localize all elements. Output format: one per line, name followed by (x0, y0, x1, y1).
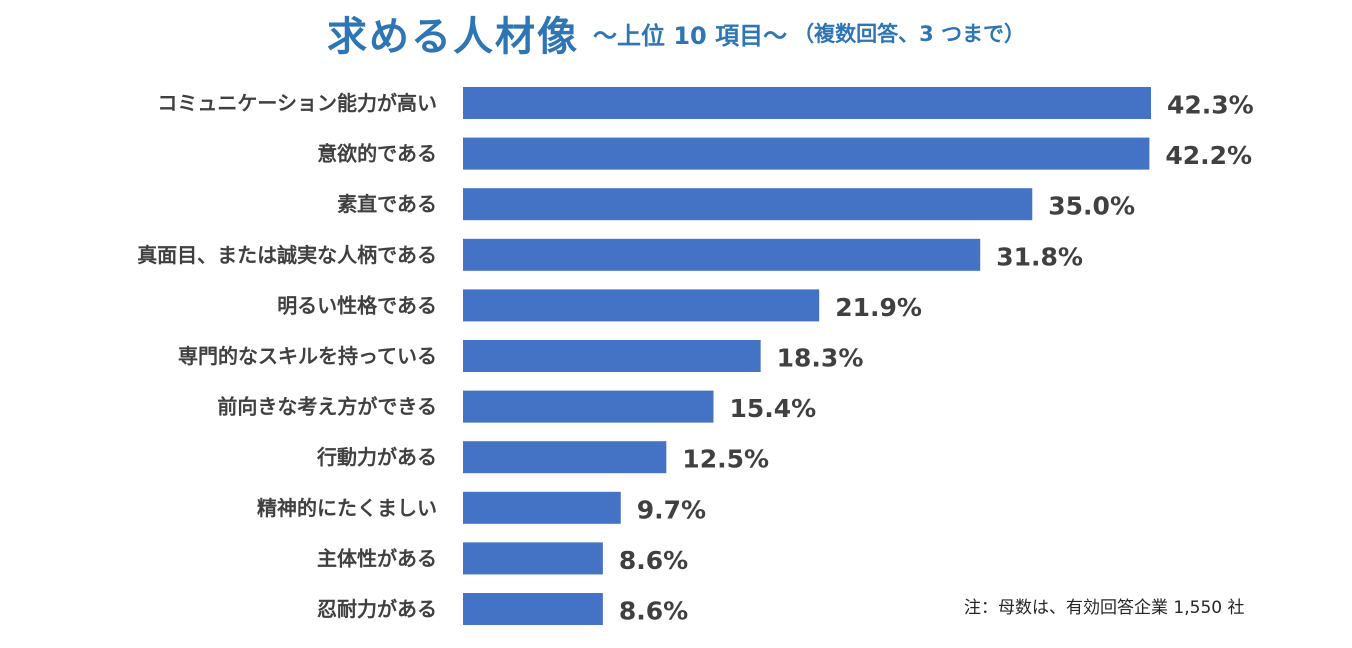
category-label: コミュニケーション能力が高い (157, 91, 437, 115)
category-label: 主体性がある (317, 546, 437, 570)
category-label: 前向きな考え方ができる (217, 395, 437, 419)
value-label: 31.8% (996, 242, 1083, 271)
bar (463, 238, 981, 271)
bar (463, 390, 714, 423)
value-label: 9.7% (637, 495, 706, 524)
category-label: 行動力がある (316, 445, 437, 469)
footnote: 注：母数は、有効回答企業 1,550 社 (964, 598, 1245, 618)
bar (463, 340, 761, 372)
category-label: 専門的なスキルを持っている (178, 344, 437, 368)
title-main: 求める人材像 (326, 14, 579, 60)
title-subtitle: ～上位 10 項目～ (592, 21, 788, 50)
bar (463, 188, 1033, 221)
value-label: 12.5% (682, 445, 769, 474)
bar (463, 593, 603, 625)
category-label: 意欲的である (317, 142, 437, 166)
chart-title: 求める人材像 ～上位 10 項目～ （複数回答、3 つまで） (0, 4, 1352, 62)
bar (463, 491, 621, 524)
category-label: 素直である (337, 192, 437, 216)
title-note: （複数回答、3 つまで） (793, 22, 1026, 46)
category-label: 精神的にたくましい (257, 496, 437, 520)
value-label: 42.3% (1167, 91, 1254, 120)
bar (463, 137, 1150, 170)
bar (463, 542, 603, 575)
value-label: 42.2% (1165, 141, 1252, 170)
bar (463, 87, 1151, 119)
value-label: 15.4% (729, 394, 816, 423)
value-label: 21.9% (835, 293, 922, 322)
category-label: 真面目、または誠実な人柄である (137, 243, 437, 267)
category-label: 忍耐力がある (317, 597, 437, 621)
bar (463, 441, 667, 474)
category-label: 明るい性格である (277, 293, 437, 317)
value-label: 35.0% (1048, 192, 1135, 221)
value-label: 18.3% (777, 344, 864, 373)
value-label: 8.6% (619, 597, 688, 626)
value-label: 8.6% (619, 546, 688, 575)
bar (463, 289, 820, 322)
